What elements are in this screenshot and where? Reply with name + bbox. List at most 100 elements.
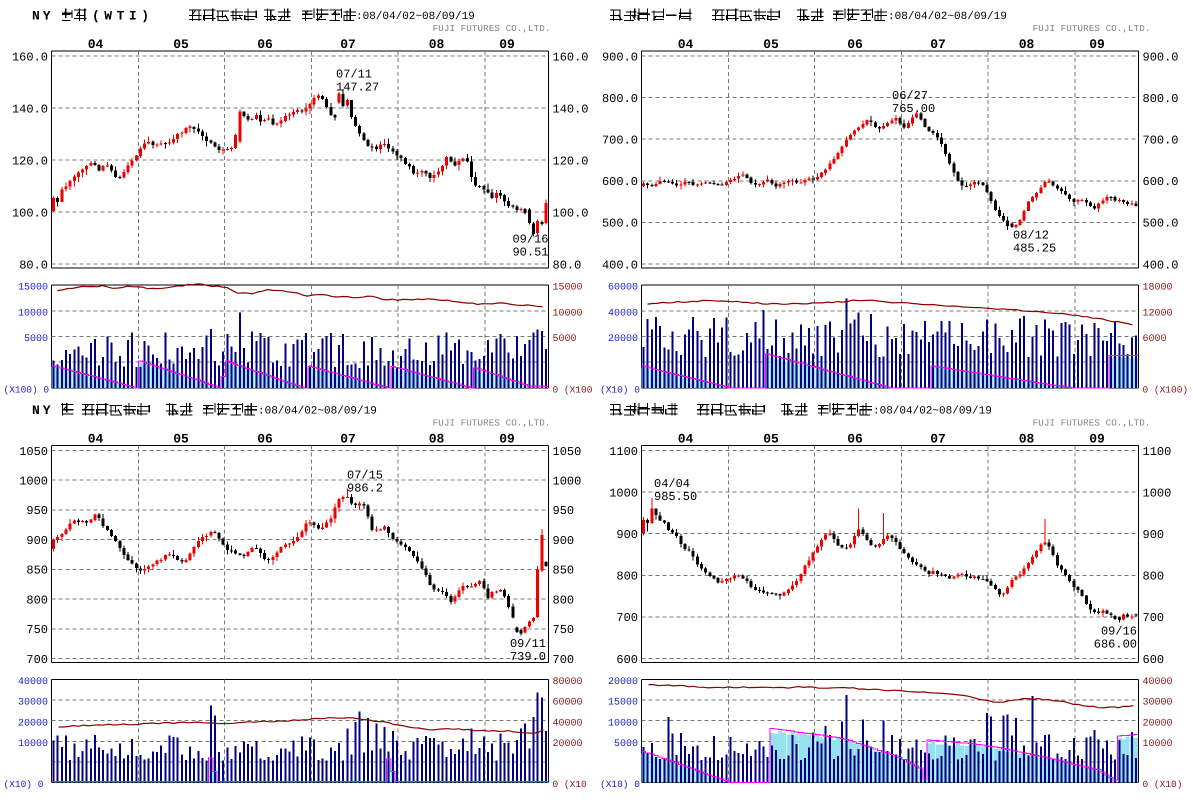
svg-text:20000: 20000: [18, 718, 48, 729]
svg-text:07: 07: [340, 432, 356, 447]
svg-text:07: 07: [930, 37, 946, 52]
svg-text:40000: 40000: [1143, 677, 1173, 688]
svg-text:20000: 20000: [1143, 718, 1173, 729]
svg-text:5000: 5000: [614, 739, 638, 750]
svg-text:100.0: 100.0: [553, 206, 589, 220]
svg-text:05: 05: [763, 37, 779, 52]
svg-text:500.0: 500.0: [602, 217, 638, 231]
svg-text:900: 900: [1143, 528, 1165, 542]
svg-text:08/12: 08/12: [1013, 229, 1049, 243]
svg-text:10000: 10000: [1143, 739, 1173, 750]
svg-text:950: 950: [553, 504, 575, 518]
svg-text:05: 05: [763, 432, 779, 447]
svg-text:750: 750: [26, 623, 48, 637]
svg-text:FUJI FUTURES CO.,LTD.: FUJI FUTURES CO.,LTD.: [433, 23, 551, 34]
svg-text:80000: 80000: [553, 677, 583, 688]
svg-text:09/16: 09/16: [1101, 625, 1137, 639]
svg-text:06: 06: [257, 432, 273, 447]
svg-text:FUJI FUTURES CO.,LTD.: FUJI FUTURES CO.,LTD.: [433, 418, 551, 429]
svg-text:986.2: 986.2: [347, 482, 383, 496]
svg-text:FUJI FUTURES CO.,LTD.: FUJI FUTURES CO.,LTD.: [1033, 23, 1151, 34]
svg-text:600: 600: [616, 653, 638, 667]
svg-text:10000: 10000: [608, 718, 638, 729]
svg-text:686.00: 686.00: [1094, 638, 1137, 652]
svg-text:850: 850: [26, 564, 48, 578]
svg-text:147.27: 147.27: [336, 81, 379, 95]
svg-text:0 (X10): 0 (X10): [1143, 779, 1183, 790]
svg-text:1000: 1000: [609, 486, 638, 500]
svg-text:5000: 5000: [553, 334, 577, 345]
svg-text:1000: 1000: [553, 475, 582, 489]
svg-text:800.0: 800.0: [602, 92, 638, 106]
svg-text:15000: 15000: [608, 698, 638, 709]
svg-text:900: 900: [616, 528, 638, 542]
svg-text:15000: 15000: [18, 283, 48, 294]
svg-text:40000: 40000: [18, 677, 48, 688]
svg-text:(WTI): (WTI): [92, 9, 154, 24]
svg-text:1050: 1050: [553, 445, 582, 459]
svg-text:FUJI FUTURES CO.,LTD.: FUJI FUTURES CO.,LTD.: [1033, 418, 1151, 429]
svg-text:900: 900: [553, 534, 575, 548]
svg-text:60000: 60000: [553, 698, 583, 709]
svg-text:NY: NY: [32, 403, 54, 418]
svg-text:07: 07: [340, 37, 356, 52]
svg-text:10000: 10000: [553, 308, 583, 319]
svg-text:700: 700: [26, 653, 48, 667]
svg-text:09: 09: [1089, 432, 1105, 447]
svg-text::08/04/02~08/09/19: :08/04/02~08/09/19: [873, 406, 992, 418]
svg-text:800: 800: [1143, 570, 1165, 584]
svg-text:100.0: 100.0: [12, 206, 48, 220]
svg-text:09/11: 09/11: [510, 637, 546, 651]
svg-text:800.0: 800.0: [1143, 92, 1179, 106]
svg-text:30000: 30000: [1143, 698, 1173, 709]
svg-text:160.0: 160.0: [553, 50, 589, 64]
svg-text:(X10) 0: (X10) 0: [4, 779, 44, 790]
svg-text::08/04/02~08/09/19: :08/04/02~08/09/19: [258, 406, 377, 418]
svg-text:1100: 1100: [1143, 445, 1172, 459]
svg-text:600.0: 600.0: [602, 175, 638, 189]
svg-text:05: 05: [173, 37, 189, 52]
svg-text:60000: 60000: [608, 283, 638, 294]
svg-text:12000: 12000: [1143, 308, 1173, 319]
svg-text:07/15: 07/15: [347, 469, 383, 483]
svg-text:400.0: 400.0: [602, 258, 638, 272]
svg-text:09: 09: [499, 37, 515, 52]
svg-text:900.0: 900.0: [602, 50, 638, 64]
svg-text:1000: 1000: [19, 475, 48, 489]
svg-text:(X10) 0: (X10) 0: [600, 385, 640, 396]
svg-text:06: 06: [257, 37, 273, 52]
svg-text:07: 07: [930, 432, 946, 447]
svg-text:04: 04: [88, 37, 104, 52]
svg-text:04: 04: [88, 432, 104, 447]
svg-text:1100: 1100: [609, 445, 638, 459]
svg-text:07/11: 07/11: [336, 68, 372, 82]
svg-text:140.0: 140.0: [12, 102, 48, 116]
svg-text:18000: 18000: [1143, 283, 1173, 294]
svg-text:0 (X10: 0 (X10: [553, 779, 588, 790]
svg-text:90.51: 90.51: [512, 246, 548, 260]
svg-text:850: 850: [553, 564, 575, 578]
svg-text:5000: 5000: [24, 334, 48, 345]
svg-text:NY: NY: [32, 9, 54, 24]
svg-text:950: 950: [26, 504, 48, 518]
svg-text:06: 06: [847, 37, 863, 52]
svg-text:04: 04: [678, 37, 694, 52]
svg-text:20000: 20000: [608, 677, 638, 688]
svg-text:800: 800: [26, 593, 48, 607]
svg-text:700: 700: [616, 611, 638, 625]
svg-text:08: 08: [429, 37, 445, 52]
svg-text:15000: 15000: [553, 283, 583, 294]
svg-text:700.0: 700.0: [602, 134, 638, 148]
svg-text:985.50: 985.50: [654, 490, 697, 504]
svg-text:10000: 10000: [18, 739, 48, 750]
svg-text:765.00: 765.00: [892, 102, 935, 116]
svg-text:08: 08: [1019, 37, 1035, 52]
svg-text:900: 900: [26, 534, 48, 548]
svg-text:(X100) 0: (X100) 0: [4, 385, 50, 396]
svg-text:6000: 6000: [1143, 334, 1167, 345]
svg-text:04/04: 04/04: [654, 477, 690, 491]
svg-text:08: 08: [1019, 432, 1035, 447]
svg-text:0 (X100): 0 (X100): [1143, 385, 1189, 396]
svg-text::08/04/02~08/09/19: :08/04/02~08/09/19: [888, 11, 1007, 23]
svg-text:500.0: 500.0: [1143, 217, 1179, 231]
